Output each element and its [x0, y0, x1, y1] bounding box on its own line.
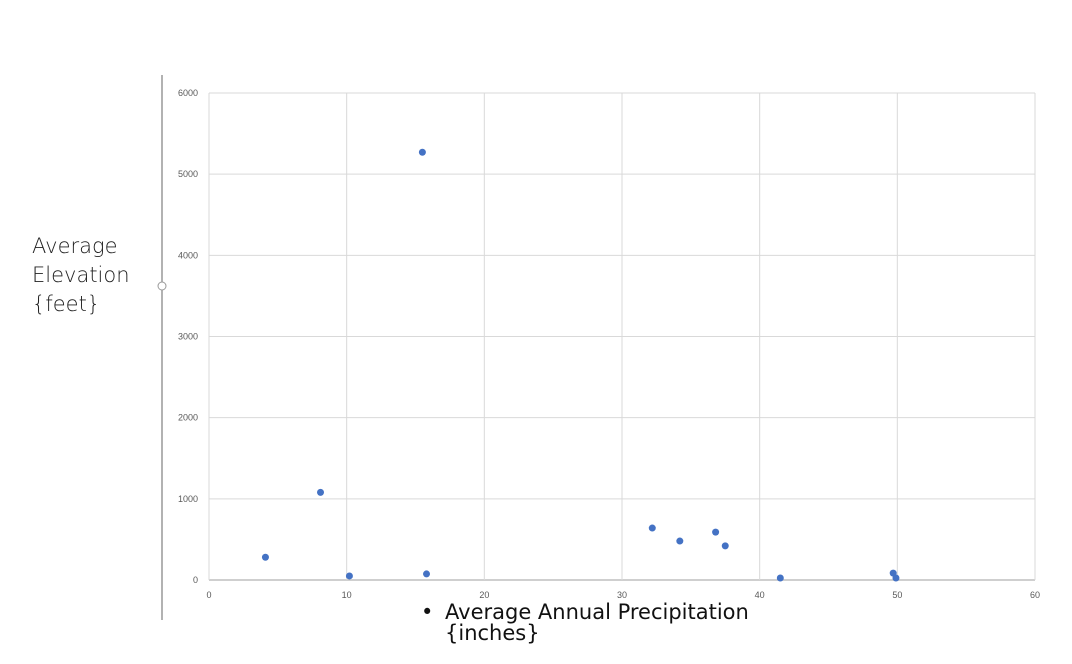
y-tick-label: 6000: [178, 88, 198, 98]
data-point: [261, 553, 269, 561]
data-point: [676, 537, 684, 545]
data-point: [776, 574, 784, 582]
y-tick-label: 0: [193, 575, 198, 585]
data-point: [721, 542, 729, 550]
data-point: [317, 488, 325, 496]
x-axis-label-line: Average Annual Precipitation: [445, 600, 749, 624]
y-tick-label: 3000: [178, 332, 198, 342]
selection-handle[interactable]: [157, 281, 167, 291]
x-tick-label: 30: [617, 590, 627, 600]
data-point: [418, 148, 426, 156]
y-axis-label-line: {feet}: [32, 292, 101, 316]
x-axis-label-line: {inches}: [445, 621, 540, 645]
x-tick-label: 0: [206, 590, 211, 600]
y-tick-label: 5000: [178, 169, 198, 179]
data-point: [423, 570, 431, 578]
y-axis-label-line: Elevation: [32, 263, 130, 287]
y-tick-label: 1000: [178, 494, 198, 504]
y-tick-label: 4000: [178, 250, 198, 260]
y-axis-label: Average Elevation {feet}: [32, 232, 130, 319]
x-tick-label: 20: [479, 590, 489, 600]
x-tick-label: 50: [892, 590, 902, 600]
x-tick-label: 40: [755, 590, 765, 600]
data-point: [712, 528, 720, 536]
bullet-icon: •: [421, 600, 434, 624]
y-tick-label: 2000: [178, 413, 198, 423]
data-point: [892, 574, 900, 582]
x-tick-label: 10: [342, 590, 352, 600]
x-axis-label: • Average Annual Precipitation {inches}: [421, 600, 749, 645]
data-point: [648, 524, 656, 532]
x-tick-label: 60: [1030, 590, 1040, 600]
data-point: [345, 572, 353, 580]
y-axis-label-line: Average: [32, 234, 118, 258]
